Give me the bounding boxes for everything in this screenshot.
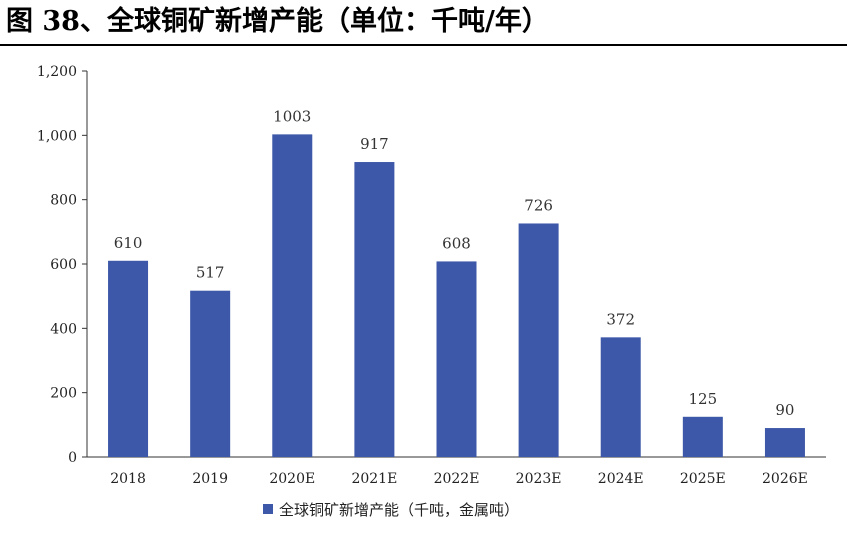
bar-2020E: [272, 134, 313, 457]
bar-2024E: [600, 337, 641, 457]
chart-bars: [108, 134, 805, 457]
x-tick-label: 2019: [192, 471, 228, 487]
bar-2022E: [436, 261, 477, 457]
bar-2023E: [518, 223, 559, 457]
y-tick-label: 1,200: [37, 64, 77, 80]
data-label-2019: 517: [196, 264, 225, 282]
x-tick-label: 2022E: [434, 471, 480, 487]
data-label-2024E: 372: [606, 310, 635, 328]
x-axis-ticks: 2018 2019 2020E 2021E 2022E 2023E 2024E 2025E 20…: [110, 471, 808, 487]
x-tick-label: 2025E: [680, 471, 726, 487]
data-label-2021E: 917: [360, 135, 389, 153]
legend-label: 全球铜矿新增产能（千吨，金属吨）: [279, 500, 520, 519]
legend-swatch: [263, 504, 273, 514]
chart-legend: 全球铜矿新增产能（千吨，金属吨）: [263, 498, 519, 520]
chart-data-labels: 610 517 1003 917 608 726 372 125 90: [114, 107, 795, 419]
data-label-2020E: 1003: [273, 107, 311, 125]
data-label-2022E: 608: [442, 234, 471, 252]
chart-title: 图 38、全球铜矿新增产能（单位：千吨/年）: [6, 6, 549, 37]
x-tick-label: 2020E: [269, 471, 315, 487]
data-label-2025E: 125: [689, 390, 718, 408]
x-tick-label: 2023E: [516, 471, 562, 487]
y-tick-label: 600: [50, 257, 77, 273]
y-tick-label: 800: [50, 193, 77, 209]
x-tick-label: 2018: [110, 471, 146, 487]
data-label-2026E: 90: [775, 401, 794, 419]
y-axis-ticks: 0 200 400 600 800 1,000 1,200: [37, 64, 87, 466]
y-tick-label: 400: [50, 321, 77, 337]
bar-2018: [108, 260, 149, 457]
x-tick-label: 2021E: [351, 471, 397, 487]
x-tick-label: 2026E: [762, 471, 808, 487]
data-label-2018: 610: [114, 234, 143, 252]
y-tick-label: 0: [68, 450, 77, 466]
bar-2019: [190, 290, 231, 457]
y-tick-label: 200: [50, 386, 77, 402]
x-tick-label: 2024E: [598, 471, 644, 487]
title-underline: [0, 44, 847, 46]
data-label-2023E: 726: [524, 196, 553, 214]
y-tick-label: 1,000: [37, 128, 77, 144]
bar-2026E: [764, 428, 805, 457]
bar-2025E: [682, 416, 723, 457]
bar-2021E: [354, 162, 395, 457]
